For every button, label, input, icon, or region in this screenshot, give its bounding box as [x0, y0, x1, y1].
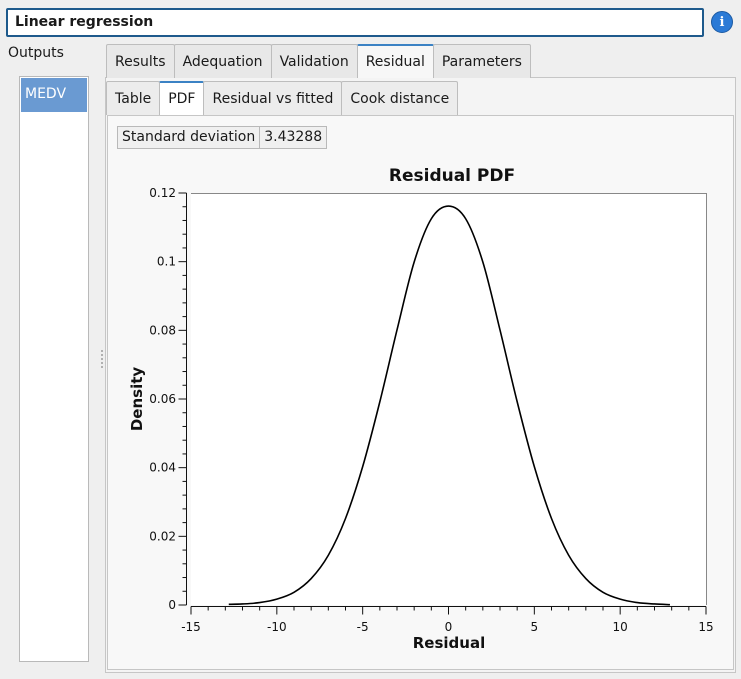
tab-residual[interactable]: Residual	[356, 44, 434, 78]
x-axis-label: Residual	[413, 634, 485, 652]
y-tick-label: 0.1	[157, 255, 176, 269]
outputs-item-medv[interactable]: MEDV	[21, 78, 87, 112]
outputs-list: MEDV	[19, 76, 89, 662]
y-tick-label: 0.06	[149, 392, 176, 406]
y-tick-label: 0.04	[149, 461, 176, 475]
series-group	[228, 205, 670, 606]
x-tick-label: -5	[357, 620, 369, 634]
tab-pdf[interactable]: PDF	[159, 81, 205, 115]
x-tick-label: -15	[181, 620, 201, 634]
tab-cook-distance[interactable]: Cook distance	[341, 81, 459, 115]
plot-area	[191, 193, 707, 605]
y-axis-label: Density	[128, 367, 146, 432]
title-field[interactable]: Linear regression	[6, 8, 704, 37]
tab-results[interactable]: Results	[106, 44, 175, 78]
std-deviation-table: Standard deviation 3.43288	[117, 126, 328, 149]
y-tick-label: 0.02	[149, 529, 176, 543]
splitter-handle[interactable]	[101, 350, 103, 368]
std-deviation-value: 3.43288	[259, 127, 326, 148]
pdf-series-line	[228, 205, 670, 606]
tab-residual-vs-fitted[interactable]: Residual vs fitted	[203, 81, 343, 115]
tab-table[interactable]: Table	[106, 81, 161, 115]
x-tick-label: 10	[613, 620, 628, 634]
residual-pdf-chart: Residual PDF 0 0.02 0.04 0.06 0.08 0.1 0.12 -15…	[128, 166, 714, 652]
x-tick-label: 15	[698, 620, 713, 634]
outputs-label: Outputs	[8, 45, 64, 61]
axes: 0 0.02 0.04 0.06 0.08 0.1 0.12 -15 -10 -5 0 5 10 15	[149, 186, 713, 634]
y-tick-label: 0.08	[149, 323, 176, 337]
x-tick-label: -10	[267, 620, 287, 634]
y-tick-label: 0.12	[149, 186, 176, 200]
x-tick-label: 0	[445, 620, 453, 634]
std-deviation-label: Standard deviation	[122, 129, 256, 145]
x-tick-label: 5	[531, 620, 539, 634]
main-tabbar: Results Adequation Validation Residual P…	[106, 44, 531, 78]
tab-validation[interactable]: Validation	[270, 44, 358, 78]
chart-title: Residual PDF	[389, 166, 515, 186]
y-tick-label: 0	[168, 598, 176, 612]
sub-tabbar: Table PDF Residual vs fitted Cook distan…	[106, 81, 459, 115]
info-icon[interactable]: i	[711, 11, 733, 33]
tab-parameters[interactable]: Parameters	[432, 44, 531, 78]
tab-adequation[interactable]: Adequation	[173, 44, 272, 78]
